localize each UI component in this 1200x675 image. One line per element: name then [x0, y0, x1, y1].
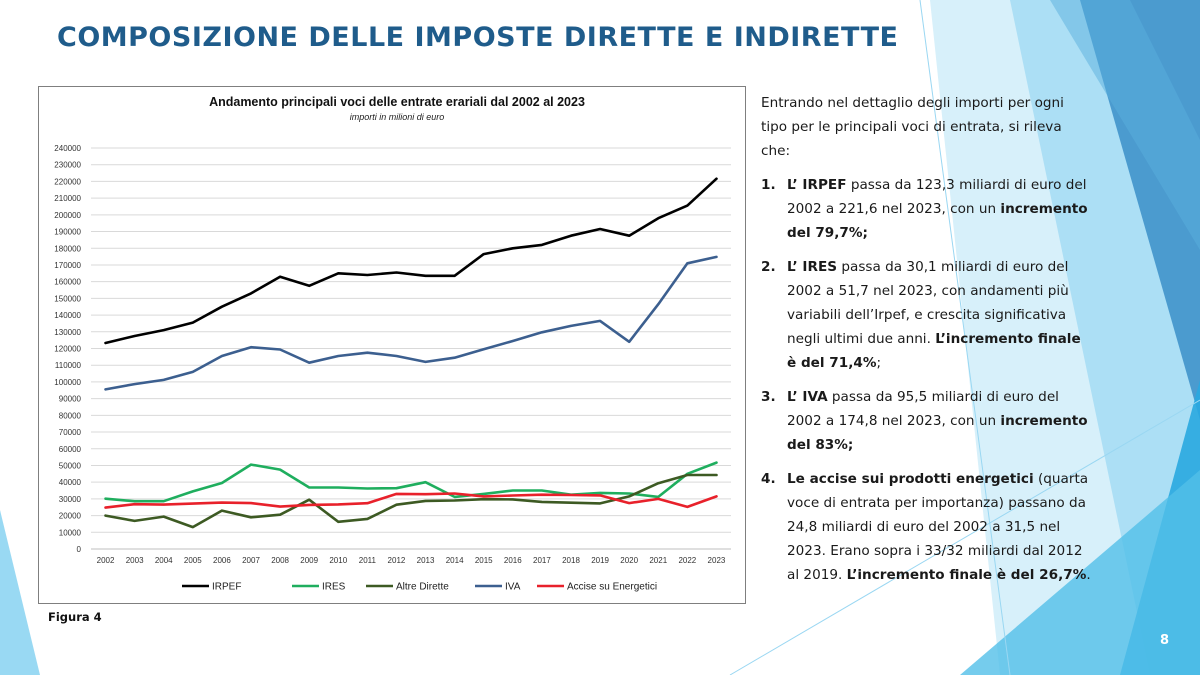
- x-tick-label: 2015: [475, 556, 493, 565]
- legend-label: Altre Dirette: [396, 582, 449, 593]
- x-tick-label: 2013: [417, 556, 435, 565]
- y-tick-label: 220000: [54, 177, 81, 186]
- x-tick-label: 2012: [388, 556, 406, 565]
- finding-item: 1. L’ IRPEF passa da 123,3 miliardi di eu…: [761, 173, 1091, 245]
- y-tick-label: 0: [77, 545, 82, 554]
- finding-text: passa da 95,5 miliardi di euro del 2002 …: [787, 389, 1059, 429]
- finding-text: ;: [876, 355, 882, 371]
- x-tick-label: 2017: [533, 556, 551, 565]
- x-tick-label: 2018: [562, 556, 580, 565]
- page-number: 8: [1160, 633, 1170, 648]
- y-tick-label: 130000: [54, 328, 81, 337]
- series-line-irpef: [104, 177, 718, 345]
- legend-label: IRES: [322, 582, 346, 593]
- y-tick-label: 70000: [59, 428, 82, 437]
- finding-highlight: Le accise sui prodotti energetici: [787, 471, 1034, 487]
- y-tick-label: 180000: [54, 244, 81, 253]
- y-tick-label: 50000: [59, 461, 82, 470]
- intro-paragraph: Entrando nel dettaglio degli importi per…: [761, 95, 1064, 159]
- y-tick-label: 200000: [54, 211, 81, 220]
- series-line-ires: [104, 461, 718, 503]
- x-tick-label: 2002: [97, 556, 115, 565]
- finding-text: .: [1086, 567, 1091, 583]
- finding-item: 2. L’ IRES passa da 30,1 miliardi di euro…: [761, 255, 1091, 375]
- x-tick-label: 2007: [242, 556, 260, 565]
- y-tick-label: 150000: [54, 294, 81, 303]
- finding-highlight: L’incremento finale è del 26,7%: [846, 567, 1087, 583]
- finding-number: 2.: [761, 259, 776, 275]
- chart-title: Andamento principali voci delle entrate …: [209, 95, 585, 109]
- y-tick-label: 40000: [59, 478, 82, 487]
- finding-item: 3. L’ IVA passa da 95,5 miliardi di euro …: [761, 385, 1091, 457]
- finding-text: passa da 123,3 miliardi di euro del 2002…: [787, 177, 1087, 217]
- y-tick-label: 240000: [54, 144, 81, 153]
- figure-label: Figura 4: [48, 610, 102, 624]
- legend-label: IVA: [505, 582, 521, 593]
- x-tick-label: 2004: [155, 556, 173, 565]
- x-tick-label: 2008: [271, 556, 289, 565]
- y-tick-label: 140000: [54, 311, 81, 320]
- slide-title: COMPOSIZIONE DELLE IMPOSTE DIRETTE E IND…: [57, 22, 899, 53]
- finding-highlight: L’incremento finale è del 71,4%: [787, 331, 1081, 371]
- series-line-accise-su-energetici: [104, 492, 718, 509]
- x-tick-label: 2021: [649, 556, 667, 565]
- finding-highlight: L’ IVA: [787, 389, 828, 405]
- x-tick-label: 2009: [300, 556, 318, 565]
- legend-label: Accise su Energetici: [567, 582, 657, 593]
- findings-list: 1. L’ IRPEF passa da 123,3 miliardi di eu…: [761, 173, 1091, 587]
- finding-highlight: incremento del 79,7%;: [787, 201, 1088, 241]
- y-tick-label: 120000: [54, 345, 81, 354]
- x-tick-label: 2011: [359, 556, 377, 565]
- y-tick-label: 160000: [54, 278, 81, 287]
- finding-text: passa da 30,1 miliardi di euro del 2002 …: [787, 259, 1069, 347]
- x-tick-label: 2014: [446, 556, 464, 565]
- y-tick-label: 210000: [54, 194, 81, 203]
- finding-highlight: L’ IRES: [787, 259, 838, 275]
- x-tick-label: 2019: [591, 556, 609, 565]
- chart-container: Andamento principali voci delle entrate …: [38, 86, 746, 604]
- finding-highlight: L’ IRPEF: [787, 177, 847, 193]
- finding-number: 4.: [761, 471, 776, 487]
- x-tick-label: 2022: [678, 556, 696, 565]
- y-tick-label: 230000: [54, 161, 81, 170]
- x-tick-label: 2006: [213, 556, 231, 565]
- y-tick-label: 110000: [55, 361, 82, 370]
- finding-number: 1.: [761, 177, 776, 193]
- y-tick-label: 190000: [54, 228, 81, 237]
- y-tick-label: 170000: [54, 261, 81, 270]
- x-tick-label: 2010: [329, 556, 347, 565]
- finding-number: 3.: [761, 389, 776, 405]
- x-tick-label: 2005: [184, 556, 202, 565]
- finding-text: (quarta voce di entrata per importanza) …: [787, 471, 1089, 583]
- legend-label: IRPEF: [212, 582, 241, 593]
- finding-item: 4. Le accise sui prodotti energetici (qua…: [761, 467, 1091, 587]
- y-tick-label: 90000: [59, 395, 82, 404]
- line-chart: Andamento principali voci delle entrate …: [54, 95, 731, 593]
- chart-subtitle: importi in milioni di euro: [350, 112, 445, 122]
- x-tick-label: 2003: [126, 556, 144, 565]
- y-tick-label: 80000: [59, 411, 82, 420]
- y-tick-label: 100000: [54, 378, 81, 387]
- y-tick-label: 20000: [59, 512, 82, 521]
- finding-highlight: incremento del 83%;: [787, 413, 1088, 453]
- y-tick-label: 30000: [59, 495, 82, 504]
- x-tick-label: 2016: [504, 556, 522, 565]
- x-tick-label: 2023: [708, 556, 726, 565]
- x-tick-label: 2020: [620, 556, 638, 565]
- commentary-text: Entrando nel dettaglio degli importi per…: [761, 91, 1091, 597]
- series-line-iva: [104, 255, 718, 391]
- y-tick-label: 10000: [59, 528, 82, 537]
- y-tick-label: 60000: [59, 445, 82, 454]
